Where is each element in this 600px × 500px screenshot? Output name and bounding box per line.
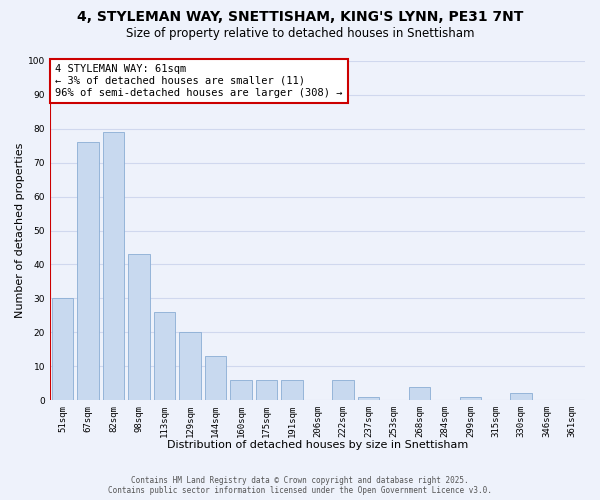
Bar: [128, 254, 150, 400]
Bar: [77, 142, 99, 400]
Text: Size of property relative to detached houses in Snettisham: Size of property relative to detached ho…: [126, 28, 474, 40]
Bar: [103, 132, 124, 400]
Y-axis label: Number of detached properties: Number of detached properties: [15, 143, 25, 318]
Bar: [460, 396, 481, 400]
Text: Contains HM Land Registry data © Crown copyright and database right 2025.
Contai: Contains HM Land Registry data © Crown c…: [108, 476, 492, 495]
X-axis label: Distribution of detached houses by size in Snettisham: Distribution of detached houses by size …: [167, 440, 468, 450]
Bar: [358, 396, 379, 400]
Text: 4 STYLEMAN WAY: 61sqm
← 3% of detached houses are smaller (11)
96% of semi-detac: 4 STYLEMAN WAY: 61sqm ← 3% of detached h…: [55, 64, 343, 98]
Bar: [281, 380, 303, 400]
Bar: [179, 332, 201, 400]
Text: 4, STYLEMAN WAY, SNETTISHAM, KING'S LYNN, PE31 7NT: 4, STYLEMAN WAY, SNETTISHAM, KING'S LYNN…: [77, 10, 523, 24]
Bar: [230, 380, 252, 400]
Bar: [332, 380, 354, 400]
Bar: [256, 380, 277, 400]
Bar: [205, 356, 226, 400]
Bar: [52, 298, 73, 400]
Bar: [409, 386, 430, 400]
Bar: [511, 394, 532, 400]
Bar: [154, 312, 175, 400]
